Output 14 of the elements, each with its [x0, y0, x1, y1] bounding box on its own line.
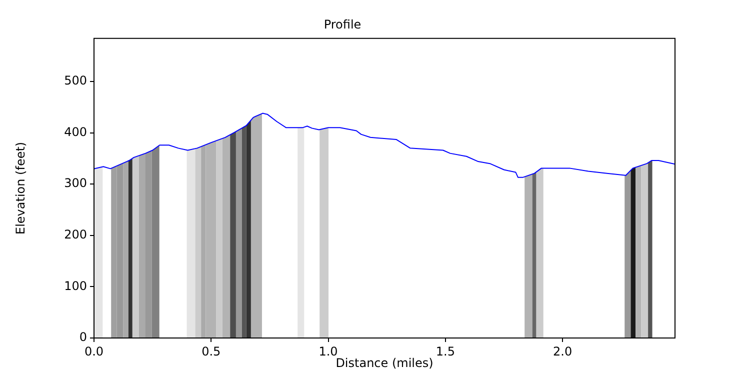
y-tick-label: 300: [64, 176, 87, 190]
x-tick-label: 0.0: [84, 344, 104, 358]
x-tick-label: 1.5: [436, 344, 455, 358]
y-axis-title: Elevation (feet): [13, 142, 28, 235]
y-tick-label: 500: [64, 74, 87, 88]
y-tick-label: 0: [79, 330, 87, 344]
x-tick-label: 2.0: [553, 344, 572, 358]
y-tick-label: 200: [64, 228, 87, 242]
chart-title: Profile: [324, 17, 362, 32]
y-tick-label: 400: [64, 124, 87, 139]
x-tick-label: 1.0: [318, 344, 338, 358]
x-axis-title: Distance (miles): [336, 356, 434, 370]
y-tick-label: 100: [64, 278, 87, 293]
x-tick-label: 0.5: [202, 344, 221, 358]
